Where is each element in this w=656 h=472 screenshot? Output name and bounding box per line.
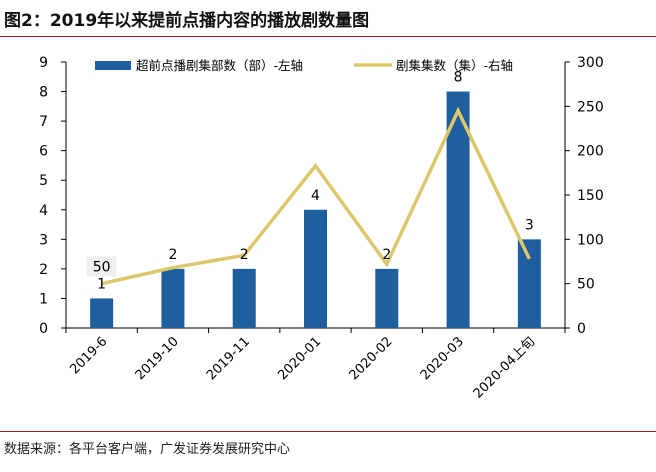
- bar-value-label: 8: [454, 70, 463, 86]
- bar: [161, 268, 185, 328]
- right-tick-label: 50: [577, 277, 595, 293]
- x-tick-label: 2020-02: [347, 334, 396, 383]
- x-tick-label: 2020-04上旬: [471, 334, 538, 401]
- right-tick-label: 200: [577, 144, 604, 160]
- left-tick-label: 3: [39, 232, 48, 248]
- x-tick-label: 2020-03: [418, 334, 467, 383]
- x-tick-label: 2019-6: [67, 334, 110, 377]
- bar-value-label: 3: [525, 217, 534, 233]
- left-tick-label: 7: [39, 114, 48, 130]
- source-note: 数据来源：各平台客户端，广发证券发展研究中心: [4, 442, 291, 457]
- title-divider: [0, 36, 656, 37]
- left-tick-label: 8: [39, 85, 48, 101]
- source-divider: [0, 431, 656, 432]
- figure-title: 图2：2019年以来提前点播内容的播放剧数量图: [4, 11, 370, 31]
- line-series: [101, 106, 531, 286]
- right-tick-label: 150: [577, 188, 604, 204]
- bar-value-label: 1: [97, 276, 106, 292]
- left-tick-label: 1: [39, 291, 48, 307]
- bar-series: [90, 91, 541, 328]
- line-path: [101, 106, 531, 286]
- left-tick-label: 2: [39, 262, 48, 278]
- right-tick-label: 100: [577, 232, 604, 248]
- bar: [446, 91, 470, 328]
- right-tick-label: 0: [577, 321, 586, 337]
- bar: [304, 209, 327, 328]
- right-axis: 0 50 100 150 200 250 300: [564, 55, 604, 337]
- bar-value-label: 2: [168, 247, 177, 263]
- left-tick-label: 5: [39, 173, 48, 189]
- bar-value-label: 2: [240, 247, 249, 263]
- bar: [232, 268, 256, 328]
- bar: [375, 268, 399, 328]
- left-tick-label: 0: [39, 321, 48, 337]
- left-tick-label: 4: [39, 203, 48, 219]
- bar-data-labels: 1 2 2 4 2 8 3 50: [86, 70, 534, 292]
- left-tick-label: 6: [39, 144, 48, 160]
- x-tick-label: 2019-11: [204, 334, 253, 383]
- bar: [90, 298, 114, 328]
- left-axis: 0 1 2 3 4 5 6 7 8 9: [39, 55, 67, 337]
- x-tick-label: 2020-01: [275, 334, 324, 383]
- line-label-background: [86, 256, 117, 277]
- left-tick-label: 9: [39, 55, 48, 71]
- right-tick-label: 250: [577, 99, 604, 115]
- bar: [517, 239, 541, 328]
- line-value-label: 50: [93, 259, 111, 275]
- x-tick-label: 2019-10: [133, 334, 182, 383]
- right-tick-label: 300: [577, 55, 604, 71]
- x-axis: 2019-6 2019-10 2019-11 2020-01 2020-02 2020-0…: [65, 327, 566, 402]
- legend-bar-label: 超前点播剧集部数（部）-左轴: [136, 58, 303, 73]
- bar-value-label: 4: [311, 188, 320, 204]
- legend-line-label: 剧集集数（集）-右轴: [396, 58, 513, 73]
- bar-value-label: 2: [382, 247, 391, 263]
- legend-bar-swatch: [95, 61, 131, 70]
- legend: 超前点播剧集部数（部）-左轴 剧集集数（集）-右轴: [95, 58, 513, 73]
